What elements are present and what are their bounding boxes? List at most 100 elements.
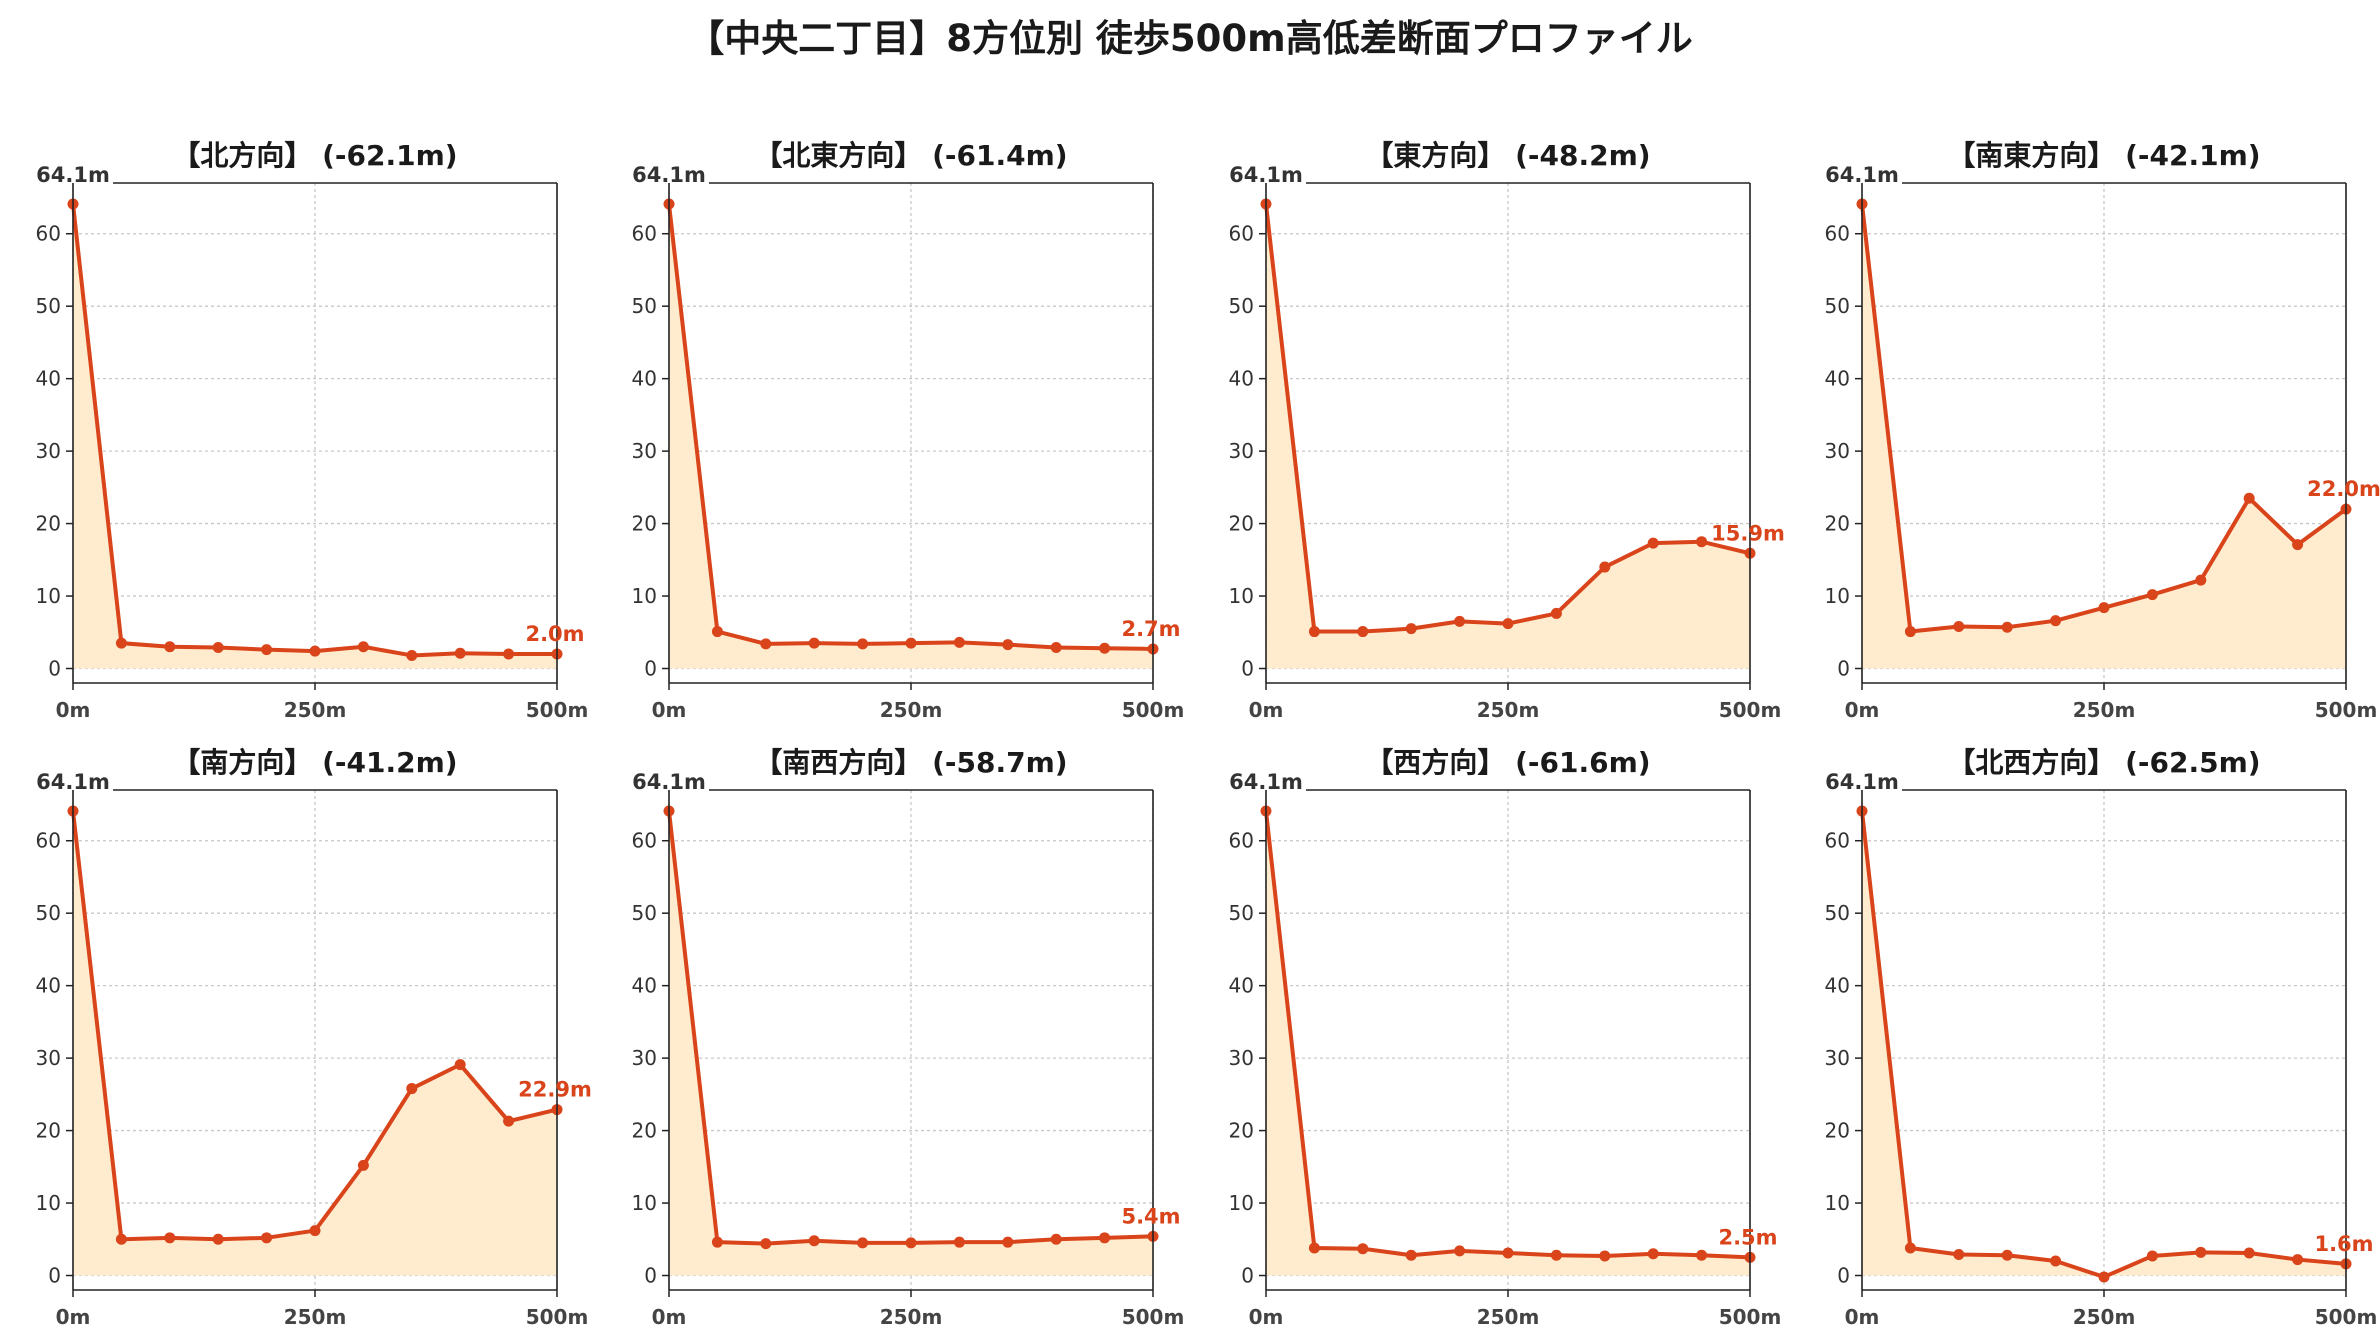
y-tick-label: 20 bbox=[632, 512, 657, 536]
data-point bbox=[406, 1083, 418, 1095]
y-tick-label: 0 bbox=[644, 1264, 657, 1288]
data-point bbox=[1953, 620, 1965, 632]
y-tick-label: 30 bbox=[632, 1046, 657, 1070]
profile-panel-7: 0 10 20 30 40 50 60 0m 250m 500m 【北西方向】 (-62.5m) 64… bbox=[1825, 746, 2378, 1329]
data-point bbox=[1050, 641, 1062, 653]
y-tick-label: 20 bbox=[632, 1119, 657, 1143]
data-point bbox=[2146, 589, 2158, 601]
y-tick-label: 30 bbox=[36, 439, 61, 463]
profile-panel-5: 0 10 20 30 40 50 60 0m 250m 500m 【南西方向】 (-58.7m) 64… bbox=[632, 746, 1185, 1329]
panel-title: 【南方向】 (-41.2m) bbox=[172, 746, 457, 779]
data-point bbox=[115, 1233, 127, 1245]
data-point bbox=[1550, 1249, 1562, 1261]
profile-panel-3: 0 10 20 30 40 50 60 0m 250m 500m 【南東方向】 (-42.1m) 64… bbox=[1825, 139, 2380, 722]
y-tick-label: 20 bbox=[1229, 1119, 1254, 1143]
y-tick-label: 0 bbox=[1241, 1264, 1254, 1288]
y-tick-label: 50 bbox=[36, 901, 61, 925]
data-point bbox=[1904, 1242, 1916, 1254]
start-elevation-label: 64.1m bbox=[1229, 163, 1303, 187]
data-point bbox=[164, 1232, 176, 1244]
figure-title: 【中央二丁目】8方位別 徒歩500m高低差断面プロファイル bbox=[687, 17, 1693, 60]
y-tick-label: 60 bbox=[632, 829, 657, 853]
data-point bbox=[2243, 1247, 2255, 1259]
data-point bbox=[2243, 492, 2255, 504]
x-tick-label: 0m bbox=[1249, 1305, 1284, 1329]
x-tick-label: 250m bbox=[1477, 1305, 1540, 1329]
data-point bbox=[1502, 618, 1514, 630]
end-elevation-label: 2.0m bbox=[525, 622, 584, 646]
y-tick-label: 60 bbox=[36, 829, 61, 853]
y-tick-label: 10 bbox=[632, 1191, 657, 1215]
y-tick-label: 50 bbox=[632, 901, 657, 925]
x-tick-label: 500m bbox=[2315, 698, 2378, 722]
panel-title: 【南西方向】 (-58.7m) bbox=[754, 746, 1067, 779]
data-point bbox=[1099, 642, 1111, 654]
end-elevation-label: 22.9m bbox=[518, 1078, 592, 1102]
elevation-area bbox=[1862, 204, 2346, 669]
data-point bbox=[2098, 602, 2110, 614]
data-point bbox=[1002, 1236, 1014, 1248]
y-tick-label: 0 bbox=[48, 657, 61, 681]
data-point bbox=[2098, 1271, 2110, 1283]
profile-panel-0: 0 10 20 30 40 50 60 0m 250m 500m 【北方向】 (-62.1m) 64.… bbox=[36, 139, 589, 722]
x-tick-label: 0m bbox=[1249, 698, 1284, 722]
y-tick-label: 10 bbox=[1825, 584, 1850, 608]
x-tick-label: 500m bbox=[1719, 1305, 1782, 1329]
data-point bbox=[2001, 621, 2013, 633]
elevation-area bbox=[1266, 204, 1750, 669]
y-tick-label: 30 bbox=[1825, 439, 1850, 463]
y-tick-label: 10 bbox=[36, 584, 61, 608]
end-elevation-label: 1.6m bbox=[2314, 1232, 2373, 1256]
data-point bbox=[503, 648, 515, 660]
data-point bbox=[711, 1236, 723, 1248]
data-point bbox=[1002, 639, 1014, 651]
profile-panel-2: 0 10 20 30 40 50 60 0m 250m 500m 【東方向】 (-48.2m) 64.… bbox=[1229, 139, 1785, 722]
end-elevation-label: 5.4m bbox=[1121, 1204, 1180, 1228]
x-tick-label: 500m bbox=[2315, 1305, 2378, 1329]
data-point bbox=[1502, 1247, 1514, 1259]
y-tick-label: 10 bbox=[1229, 584, 1254, 608]
y-tick-label: 30 bbox=[36, 1046, 61, 1070]
y-tick-label: 20 bbox=[36, 1119, 61, 1143]
panel-title: 【北東方向】 (-61.4m) bbox=[754, 139, 1067, 172]
start-elevation-label: 64.1m bbox=[1825, 770, 1899, 794]
data-point bbox=[808, 637, 820, 649]
y-tick-label: 20 bbox=[1229, 512, 1254, 536]
x-tick-label: 250m bbox=[1477, 698, 1540, 722]
y-tick-label: 30 bbox=[1229, 439, 1254, 463]
data-point bbox=[454, 647, 466, 659]
data-point bbox=[2146, 1250, 2158, 1262]
y-tick-label: 30 bbox=[1825, 1046, 1850, 1070]
y-tick-label: 60 bbox=[1229, 222, 1254, 246]
data-point bbox=[2195, 1246, 2207, 1258]
data-point bbox=[357, 1159, 369, 1171]
data-point bbox=[309, 645, 321, 657]
x-tick-label: 0m bbox=[1845, 698, 1880, 722]
data-point bbox=[1454, 1245, 1466, 1257]
y-tick-label: 0 bbox=[1837, 657, 1850, 681]
y-tick-label: 20 bbox=[36, 512, 61, 536]
y-tick-label: 40 bbox=[632, 367, 657, 391]
data-point bbox=[1357, 626, 1369, 638]
y-tick-label: 10 bbox=[1825, 1191, 1850, 1215]
data-point bbox=[1308, 626, 1320, 638]
data-point bbox=[1405, 1249, 1417, 1261]
x-tick-label: 250m bbox=[284, 1305, 347, 1329]
data-point bbox=[212, 641, 224, 653]
data-point bbox=[1099, 1232, 1111, 1244]
x-tick-label: 0m bbox=[652, 1305, 687, 1329]
data-point bbox=[1405, 623, 1417, 635]
start-elevation-label: 64.1m bbox=[1229, 770, 1303, 794]
profile-panel-1: 0 10 20 30 40 50 60 0m 250m 500m 【北東方向】 (-61.4m) 64… bbox=[632, 139, 1185, 722]
panel-title: 【北西方向】 (-62.5m) bbox=[1947, 746, 2260, 779]
panel-title: 【東方向】 (-48.2m) bbox=[1365, 139, 1650, 172]
end-elevation-label: 15.9m bbox=[1711, 521, 1785, 545]
data-point bbox=[905, 637, 917, 649]
x-tick-label: 250m bbox=[284, 698, 347, 722]
x-tick-label: 0m bbox=[56, 698, 91, 722]
data-point bbox=[857, 1237, 869, 1249]
data-point bbox=[711, 626, 723, 638]
y-tick-label: 0 bbox=[1837, 1264, 1850, 1288]
data-point bbox=[1647, 1248, 1659, 1260]
x-tick-label: 0m bbox=[652, 698, 687, 722]
